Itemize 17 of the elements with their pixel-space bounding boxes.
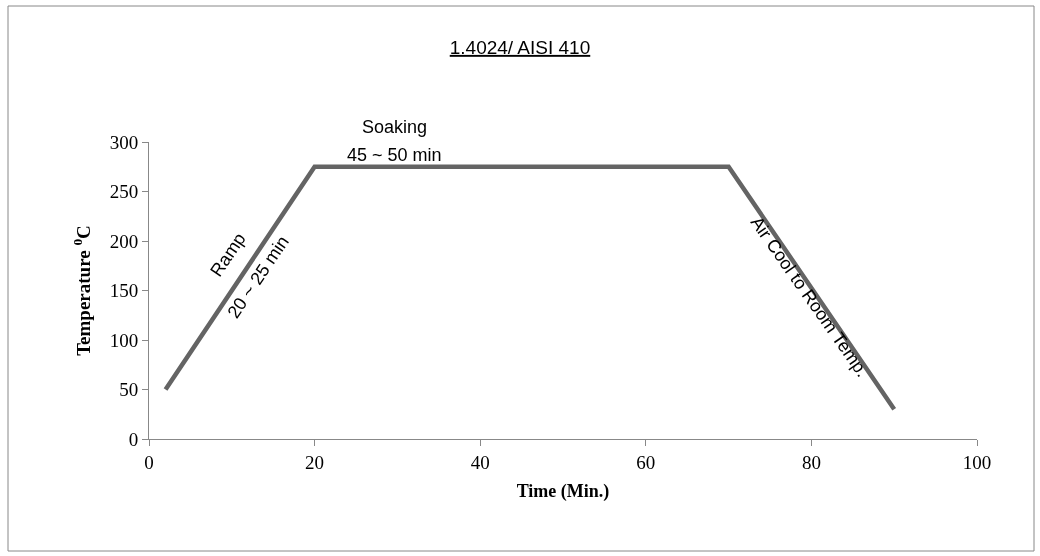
x-tick-label: 40 xyxy=(470,451,490,473)
x-tick-label: 100 xyxy=(962,451,992,473)
y-tick-label: 150 xyxy=(109,280,139,302)
x-tick-label: 80 xyxy=(801,451,821,473)
annotation: 45 ~ 50 min xyxy=(347,145,442,165)
y-tick-label: 50 xyxy=(119,379,139,401)
y-tick-label: 200 xyxy=(109,230,139,252)
y-tick-label: 0 xyxy=(128,428,139,450)
x-tick-label: 20 xyxy=(305,451,325,473)
chart-title: 1.4024/ AISI 410 xyxy=(449,36,591,58)
y-tick-label: 250 xyxy=(109,181,139,203)
x-tick-label: 60 xyxy=(636,451,656,473)
x-tick-label: 0 xyxy=(144,451,154,473)
x-axis-title: Time (Min.) xyxy=(516,480,610,502)
y-tick-label: 300 xyxy=(109,131,139,153)
y-tick-label: 100 xyxy=(109,329,139,351)
text: Soaking xyxy=(362,117,428,137)
